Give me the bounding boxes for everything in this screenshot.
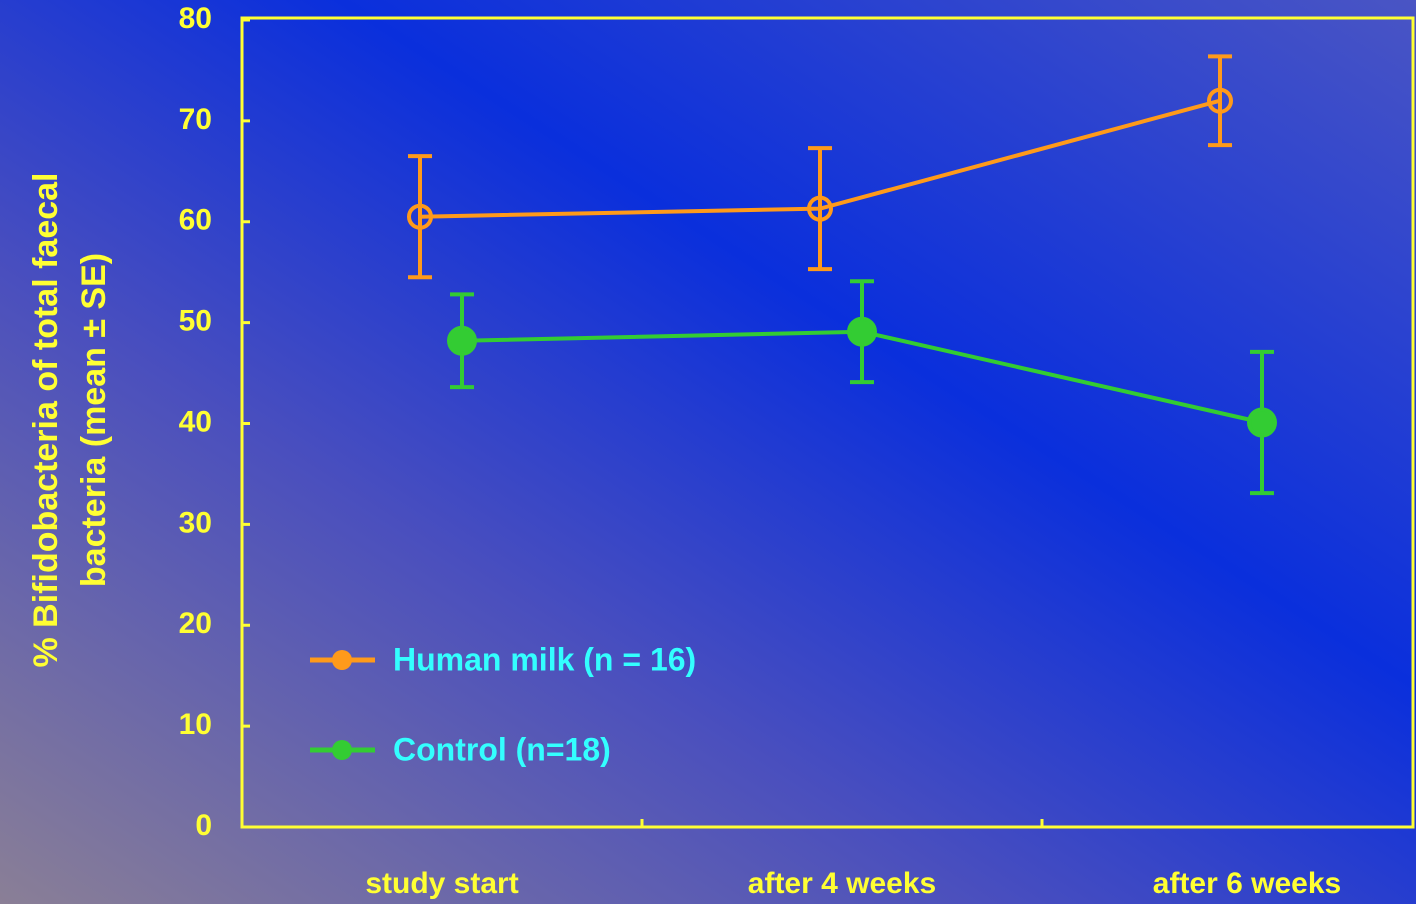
y-tick-label: 80 xyxy=(179,2,212,35)
y-tick-label: 10 xyxy=(179,708,212,741)
error-bar xyxy=(1208,54,1232,148)
data-point xyxy=(447,325,477,356)
y-tick-label: 0 xyxy=(195,809,212,842)
data-point xyxy=(847,316,877,347)
y-tick-label: 70 xyxy=(179,103,212,136)
x-tick-label: after 6 weeks xyxy=(1153,867,1341,900)
x-tick-label: after 4 weeks xyxy=(748,867,936,900)
y-tick-label: 50 xyxy=(179,305,212,338)
legend-marker xyxy=(332,740,352,760)
y-tick-label: 20 xyxy=(179,607,212,640)
y-tick-label: 30 xyxy=(179,506,212,539)
legend-marker xyxy=(332,650,352,670)
x-tick-label: study start xyxy=(365,867,518,900)
error-bar xyxy=(408,154,432,280)
data-point xyxy=(807,195,833,222)
y-axis-label: % Bifidobacteria of total faecal bacteri… xyxy=(27,173,113,668)
y-axis-label-line: bacteria (mean ± SE) xyxy=(75,253,113,587)
legend-label: Control (n=18) xyxy=(393,731,611,767)
y-tick-label: 40 xyxy=(179,405,212,438)
plot-frame xyxy=(240,16,1415,829)
error-bar xyxy=(808,146,832,272)
data-point xyxy=(1207,87,1233,114)
data-point xyxy=(407,203,433,230)
data-point xyxy=(1247,407,1277,438)
y-axis-label-line: % Bifidobacteria of total faecal xyxy=(27,173,65,668)
legend-label: Human milk (n = 16) xyxy=(393,641,696,677)
y-tick-label: 60 xyxy=(179,204,212,237)
